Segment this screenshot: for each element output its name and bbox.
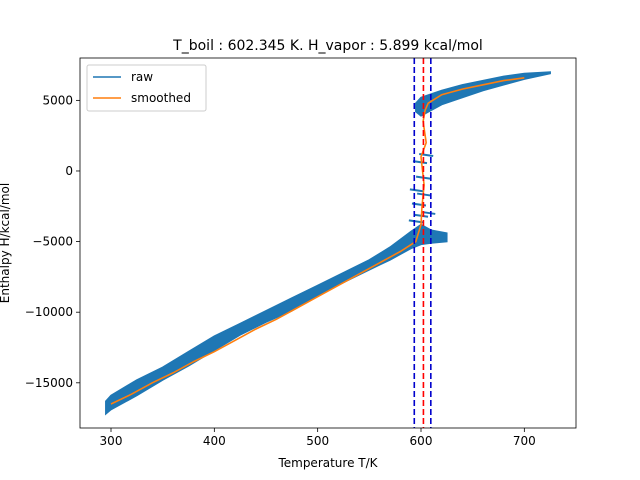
x-tick-label: 400 bbox=[203, 434, 226, 448]
legend: raw smoothed bbox=[86, 64, 207, 112]
y-axis: −15000 −10000 −5000 0 5000 bbox=[25, 93, 80, 390]
chart-title: T_boil : 602.345 K. H_vapor : 5.899 kcal… bbox=[172, 38, 483, 54]
raw-series-point bbox=[412, 160, 428, 165]
x-axis: 300 400 500 600 700 bbox=[100, 428, 536, 448]
raw-series-point bbox=[409, 188, 425, 193]
x-tick-label: 500 bbox=[306, 434, 329, 448]
axes-frame bbox=[79, 57, 577, 429]
x-tick-label: 600 bbox=[410, 434, 433, 448]
x-tick-label: 300 bbox=[100, 434, 123, 448]
legend-label-smoothed: smoothed bbox=[131, 91, 191, 105]
y-tick-label: −5000 bbox=[32, 235, 73, 249]
y-tick-label: −15000 bbox=[25, 376, 73, 390]
y-tick-label: 0 bbox=[65, 164, 73, 178]
smoothed-series-line bbox=[110, 77, 525, 405]
y-axis-label: Enthalpy H/kcal/mol bbox=[0, 183, 12, 303]
x-axis-label: Temperature T/K bbox=[277, 456, 378, 470]
raw-series-band-vapor bbox=[415, 71, 551, 117]
x-tick-label: 700 bbox=[513, 434, 536, 448]
y-tick-label: 5000 bbox=[42, 93, 73, 107]
legend-label-raw: raw bbox=[131, 70, 153, 84]
plot-area bbox=[105, 58, 551, 428]
y-tick-label: −10000 bbox=[25, 305, 73, 319]
